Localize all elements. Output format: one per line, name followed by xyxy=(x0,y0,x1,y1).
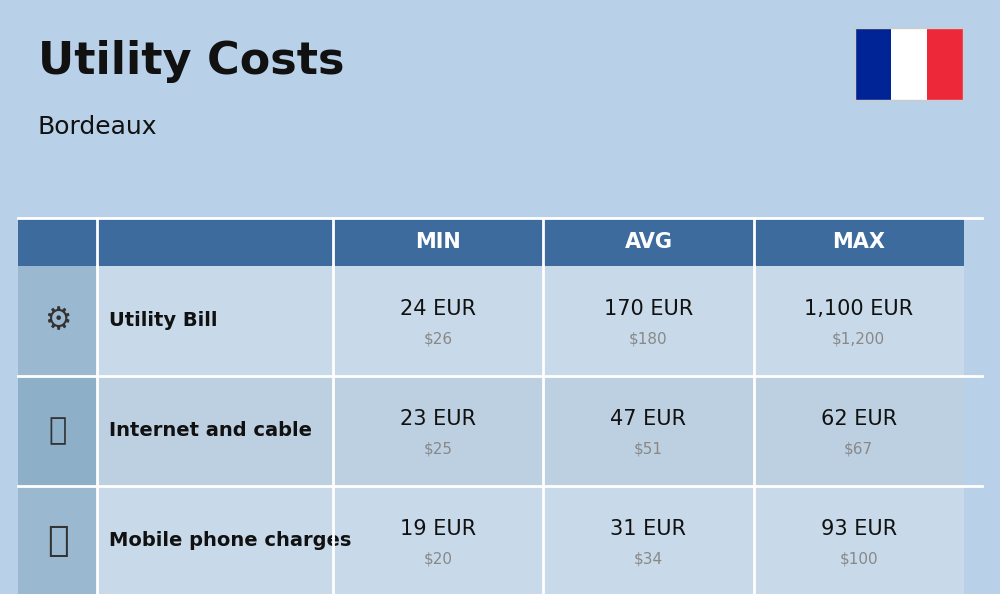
Bar xyxy=(927,28,963,100)
Bar xyxy=(18,486,97,594)
Text: AVG: AVG xyxy=(624,232,672,252)
Bar xyxy=(97,266,333,376)
Bar xyxy=(333,486,543,594)
Bar xyxy=(543,218,754,266)
Bar xyxy=(754,486,964,594)
Text: Bordeaux: Bordeaux xyxy=(38,115,158,139)
Bar xyxy=(891,28,927,100)
Text: 23 EUR: 23 EUR xyxy=(400,409,476,429)
Text: $180: $180 xyxy=(629,331,668,346)
Bar xyxy=(333,218,543,266)
Text: $100: $100 xyxy=(839,551,878,567)
Bar xyxy=(97,218,333,266)
Text: MIN: MIN xyxy=(415,232,461,252)
Bar xyxy=(543,266,754,376)
Text: MAX: MAX xyxy=(832,232,885,252)
Bar xyxy=(18,218,97,266)
Text: 93 EUR: 93 EUR xyxy=(821,519,897,539)
Bar xyxy=(754,266,964,376)
Text: ⚙: ⚙ xyxy=(44,307,71,336)
Bar xyxy=(543,376,754,486)
Text: 24 EUR: 24 EUR xyxy=(400,299,476,319)
Text: 1,100 EUR: 1,100 EUR xyxy=(804,299,913,319)
Text: 62 EUR: 62 EUR xyxy=(821,409,897,429)
Bar xyxy=(97,486,333,594)
Bar xyxy=(97,376,333,486)
Text: $20: $20 xyxy=(424,551,453,567)
Text: $67: $67 xyxy=(844,441,873,457)
Text: $25: $25 xyxy=(424,441,453,457)
Text: 19 EUR: 19 EUR xyxy=(400,519,476,539)
Bar xyxy=(855,28,963,100)
Bar xyxy=(18,266,97,376)
Bar xyxy=(855,28,891,100)
Text: 31 EUR: 31 EUR xyxy=(610,519,686,539)
Text: 170 EUR: 170 EUR xyxy=(604,299,693,319)
Text: $34: $34 xyxy=(634,551,663,567)
Bar xyxy=(333,266,543,376)
Bar xyxy=(333,376,543,486)
Text: $51: $51 xyxy=(634,441,663,457)
Text: Mobile phone charges: Mobile phone charges xyxy=(109,532,351,551)
Text: $1,200: $1,200 xyxy=(832,331,885,346)
Bar xyxy=(18,376,97,486)
Text: 47 EUR: 47 EUR xyxy=(610,409,686,429)
Text: Utility Costs: Utility Costs xyxy=(38,40,344,83)
Bar xyxy=(754,376,964,486)
Text: 〠: 〠 xyxy=(48,416,67,446)
Text: Utility Bill: Utility Bill xyxy=(109,311,218,330)
Text: $26: $26 xyxy=(424,331,453,346)
Text: Internet and cable: Internet and cable xyxy=(109,422,312,441)
Text: 📱: 📱 xyxy=(47,524,68,558)
Bar xyxy=(543,486,754,594)
Bar xyxy=(754,218,964,266)
